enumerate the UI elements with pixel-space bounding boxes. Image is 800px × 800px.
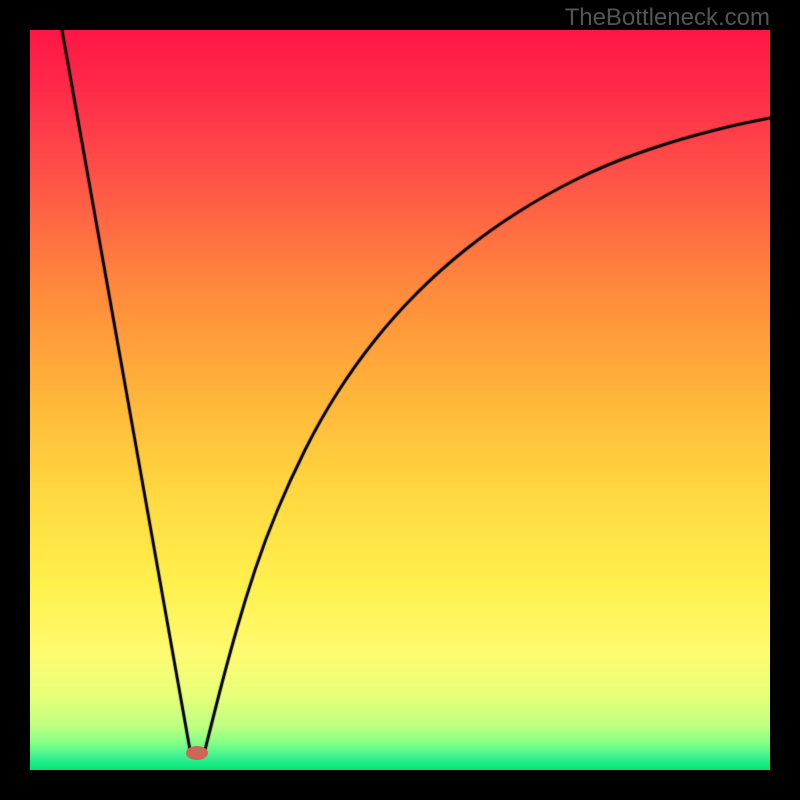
- chart-container: TheBottleneck.com: [0, 0, 800, 800]
- watermark-text: TheBottleneck.com: [565, 4, 770, 32]
- valley-marker: [186, 746, 208, 760]
- bottleneck-curve: [30, 30, 770, 770]
- plot-area: [30, 30, 770, 770]
